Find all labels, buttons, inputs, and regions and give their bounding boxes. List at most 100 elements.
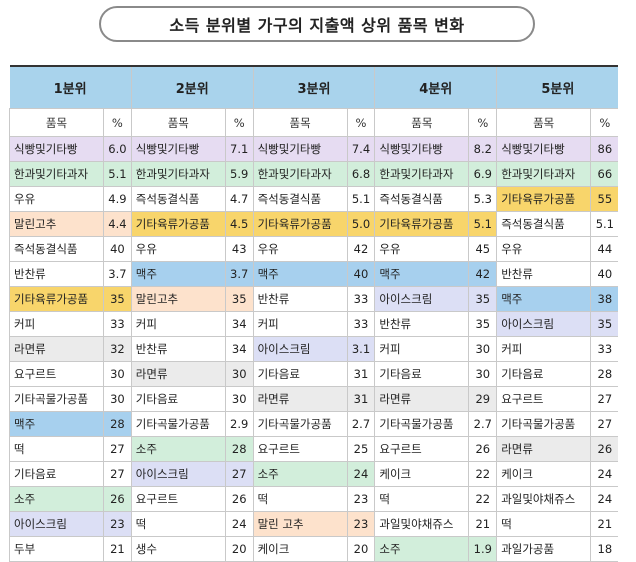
pct-cell: 21 [590, 511, 619, 537]
pct-cell: 22 [468, 486, 497, 512]
pct-cell: 27 [224, 461, 254, 487]
pct-cell: 27 [103, 461, 132, 487]
item-cell: 떡 [374, 486, 469, 512]
item-cell: 즉석동결식품 [130, 186, 226, 212]
pct-cell: 1.9 [468, 536, 497, 562]
column-header-row: 품목 % 품목 % 품목 % 품목 % 품목 % [9, 108, 619, 137]
pct-cell: 6.0 [103, 136, 132, 162]
quintile-header-row: 1분위 2분위 3분위 4분위 5분위 [9, 66, 619, 109]
table-row: 소주 26 요구르트 26 떡 23 떡 22 과일및야채쥬스 24 [9, 486, 619, 512]
pct-cell: 23 [346, 511, 375, 537]
pct-cell: 4.4 [103, 211, 132, 237]
item-cell: 커피 [496, 336, 591, 362]
pct-cell: 29 [468, 386, 497, 412]
pct-cell: 30 [468, 361, 497, 387]
table-row: 아이스크림 23 떡 24 말린 고추 23 과일및야채쥬스 21 떡 21 [9, 511, 619, 537]
item-cell: 반찬류 [252, 286, 348, 312]
pct-cell: 33 [103, 311, 132, 337]
pct-cell: 24 [590, 486, 619, 512]
item-cell: 라면류 [374, 386, 469, 412]
pct-cell: 86 [590, 136, 619, 162]
pct-cell: 40 [103, 236, 132, 262]
item-cell: 과일및야채쥬스 [374, 511, 469, 537]
item-cell: 기타음료 [9, 461, 104, 487]
pct-cell: 5.3 [468, 186, 497, 212]
item-column-header: 품목 [252, 108, 348, 137]
item-column-header: 품목 [496, 108, 591, 137]
item-cell: 즉석동결식품 [252, 186, 348, 212]
pct-cell: 30 [103, 361, 132, 387]
pct-cell: 28 [590, 361, 619, 387]
pct-column-header: % [590, 108, 619, 137]
item-cell: 우유 [130, 236, 226, 262]
item-cell: 생수 [130, 536, 226, 562]
item-cell: 아이스크림 [252, 336, 348, 362]
pct-cell: 6.8 [346, 161, 375, 187]
pct-cell: 5.9 [224, 161, 254, 187]
item-cell: 우유 [9, 186, 104, 212]
item-cell: 말린고추 [9, 211, 104, 237]
pct-cell: 35 [468, 311, 497, 337]
pct-cell: 30 [468, 336, 497, 362]
pct-cell: 35 [103, 286, 132, 312]
item-cell: 요구르트 [130, 486, 226, 512]
pct-cell: 2.7 [346, 411, 375, 437]
table-row: 기타음료 27 아이스크림 27 소주 24 케이크 22 케이크 24 [9, 461, 619, 487]
pct-cell: 20 [346, 536, 375, 562]
pct-cell: 31 [346, 361, 375, 387]
pct-cell: 18 [590, 536, 619, 562]
table-row: 식빵및기타빵 6.0 식빵및기타빵 7.1 식빵및기타빵 7.4 식빵및기타빵 8.2 식빵및기… [9, 136, 619, 162]
item-cell: 식빵및기타빵 [496, 136, 591, 162]
item-cell: 아이스크림 [496, 311, 591, 337]
item-cell: 맥주 [130, 261, 226, 287]
item-cell: 맥주 [252, 261, 348, 287]
pct-cell: 7.1 [224, 136, 254, 162]
table-row: 기타곡물가공품 30 기타음료 30 라면류 31 라면류 29 요구르트 27 [9, 386, 619, 412]
table-row: 반찬류 3.7 맥주 3.7 맥주 40 맥주 42 반찬류 40 [9, 261, 619, 287]
pct-cell: 30 [224, 361, 254, 387]
pct-cell: 33 [346, 286, 375, 312]
pct-cell: 2.7 [468, 411, 497, 437]
item-cell: 식빵및기타빵 [374, 136, 469, 162]
table-row: 커피 33 커피 34 커피 33 반찬류 35 아이스크림 35 [9, 311, 619, 337]
item-cell: 우유 [374, 236, 469, 262]
item-column-header: 품목 [374, 108, 469, 137]
item-cell: 즉석동결식품 [496, 211, 591, 237]
pct-cell: 5.1 [346, 186, 375, 212]
table-row: 요구르트 30 라면류 30 기타음료 31 기타음료 30 기타음료 28 [9, 361, 619, 387]
pct-cell: 34 [224, 336, 254, 362]
pct-cell: 3.7 [224, 261, 254, 287]
item-cell: 아이스크림 [374, 286, 469, 312]
item-cell: 두부 [9, 536, 104, 562]
pct-cell: 55 [590, 186, 619, 212]
item-cell: 라면류 [496, 436, 591, 462]
item-cell: 기타음료 [374, 361, 469, 387]
pct-cell: 35 [590, 311, 619, 337]
pct-cell: 26 [224, 486, 254, 512]
item-cell: 소주 [252, 461, 348, 487]
pct-cell: 30 [103, 386, 132, 412]
item-cell: 요구르트 [374, 436, 469, 462]
item-cell: 기타곡물가공품 [252, 411, 348, 437]
pct-cell: 6.9 [468, 161, 497, 187]
pct-cell: 34 [224, 311, 254, 337]
item-cell: 떡 [496, 511, 591, 537]
pct-cell: 21 [468, 511, 497, 537]
table-row: 두부 21 생수 20 케이크 20 소주 1.9 과일가공품 18 [9, 536, 619, 562]
pct-cell: 22 [468, 461, 497, 487]
table-row: 라면류 32 반찬류 34 아이스크림 3.1 커피 30 커피 33 [9, 336, 619, 362]
pct-cell: 20 [224, 536, 254, 562]
pct-cell: 26 [590, 436, 619, 462]
pct-cell: 4.5 [224, 211, 254, 237]
pct-cell: 28 [103, 411, 132, 437]
item-cell: 즉석동결식품 [374, 186, 469, 212]
item-cell: 기타육류가공품 [374, 211, 469, 237]
item-cell: 케이크 [496, 461, 591, 487]
pct-cell: 3.1 [346, 336, 375, 362]
item-cell: 기타곡물가공품 [9, 386, 104, 412]
pct-cell: 40 [590, 261, 619, 287]
item-cell: 말린 고추 [252, 511, 348, 537]
item-cell: 기타음료 [252, 361, 348, 387]
table-row: 우유 4.9 즉석동결식품 4.7 즉석동결식품 5.1 즉석동결식품 5.3 기타육류가공품 5… [9, 186, 619, 212]
pct-cell: 23 [103, 511, 132, 537]
